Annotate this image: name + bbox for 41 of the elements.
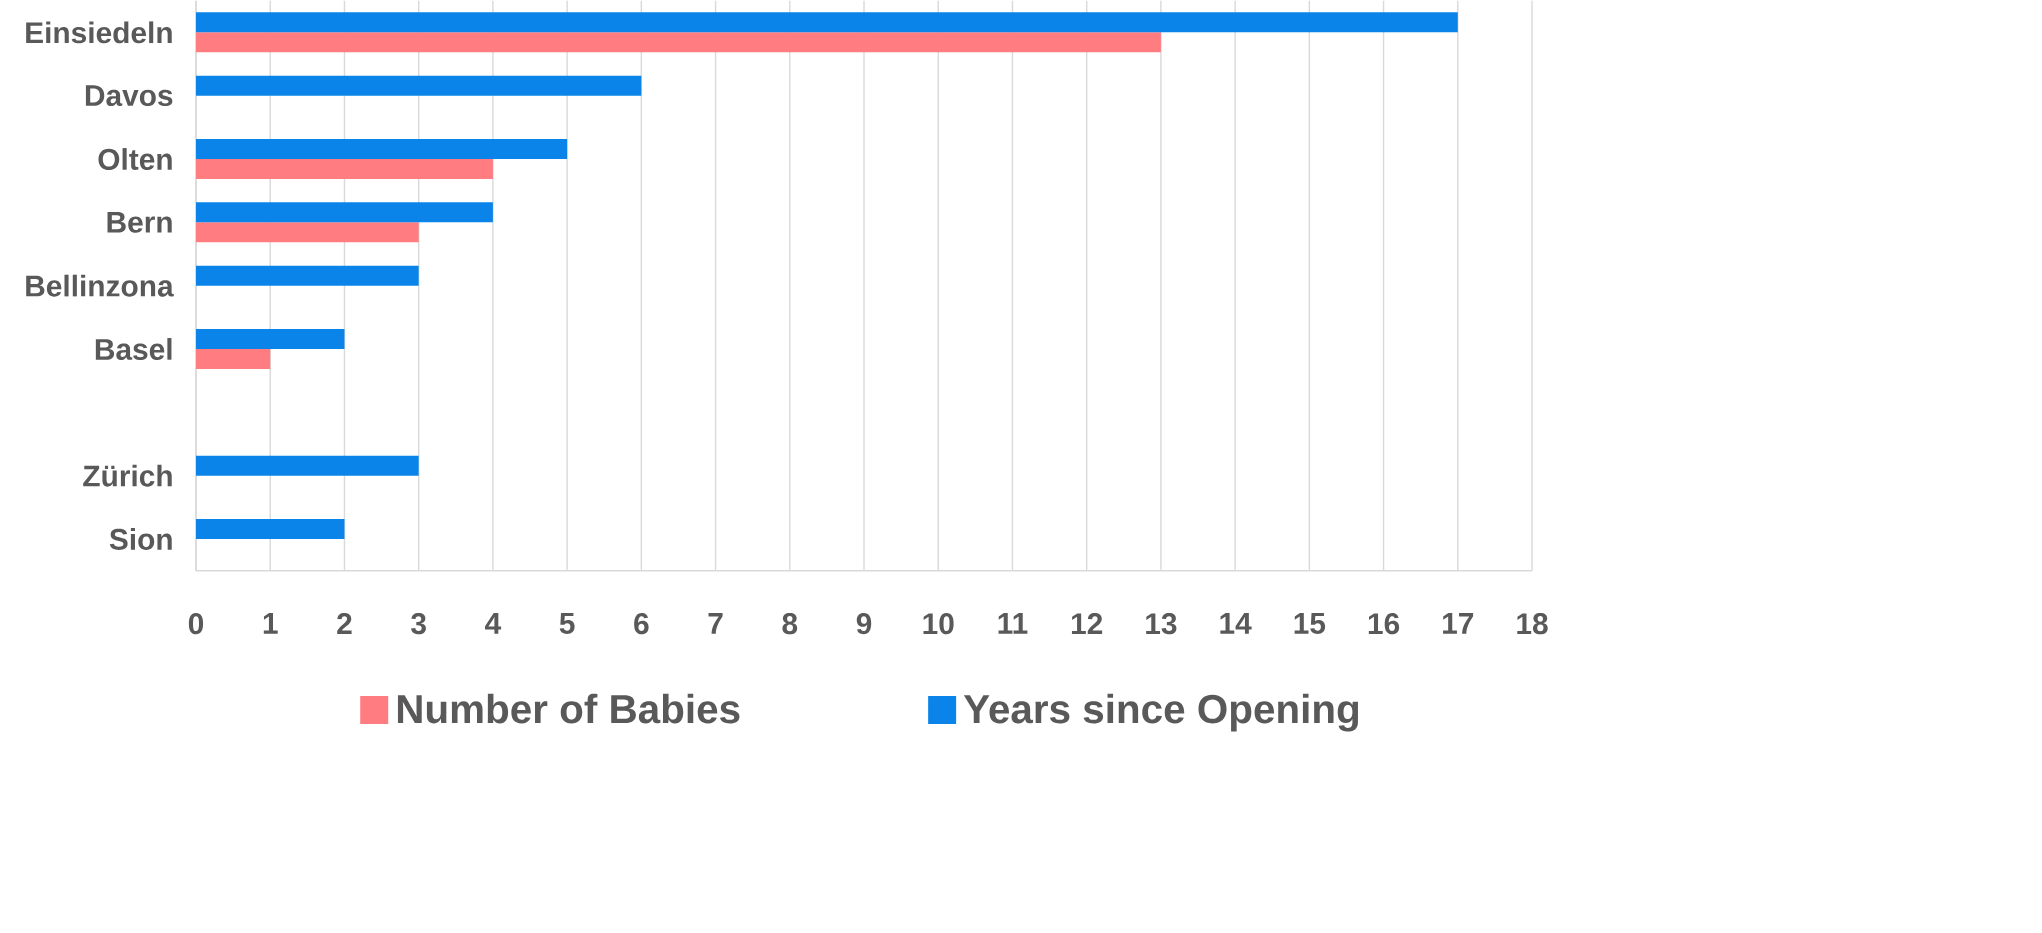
y-tick-label: Zürich xyxy=(83,464,172,487)
x-tick-label: 18 xyxy=(1517,613,1548,635)
x-tick-label: 7 xyxy=(708,613,723,634)
bar xyxy=(196,349,271,370)
y-tick-label: Bellinzona xyxy=(26,274,174,297)
x-tick-label: 14 xyxy=(1220,613,1252,634)
x-tick-label: 8 xyxy=(782,613,798,635)
x-tick-label: 2 xyxy=(337,613,352,635)
x-tick-label: 4 xyxy=(485,613,502,634)
y-tick-label: Einsiedeln xyxy=(26,21,172,44)
x-tick-label: 9 xyxy=(856,613,872,635)
bar xyxy=(196,139,568,160)
x-tick-label: 12 xyxy=(1071,613,1103,635)
x-tick-label: 11 xyxy=(998,613,1028,634)
x-tick-label: 13 xyxy=(1146,613,1177,635)
bar xyxy=(196,202,493,223)
x-tick-label: 15 xyxy=(1294,613,1326,635)
x-tick-label: 10 xyxy=(923,613,954,635)
bar xyxy=(196,329,345,350)
legend-label: Number of Babies xyxy=(397,693,740,724)
bar xyxy=(196,159,493,180)
x-tick-label: 6 xyxy=(634,613,649,635)
x-tick-label: 3 xyxy=(411,613,426,635)
x-tick-label: 5 xyxy=(559,613,575,635)
y-tick-label: Davos xyxy=(85,85,173,107)
y-tick-label: Olten xyxy=(98,148,172,171)
bar xyxy=(196,32,1161,53)
x-tick-label: 1 xyxy=(263,613,278,634)
y-tick-label: Basel xyxy=(95,338,172,361)
bar xyxy=(196,519,345,540)
y-tick-label: Sion xyxy=(109,528,172,551)
x-tick-label: 16 xyxy=(1368,613,1400,635)
bar xyxy=(196,12,1458,33)
bar xyxy=(196,222,419,243)
bar xyxy=(196,75,642,96)
legend-label: Years since Opening xyxy=(963,693,1359,732)
bar xyxy=(196,455,419,476)
x-tick-label: 0 xyxy=(188,613,204,635)
y-tick-label: Bern xyxy=(107,212,172,233)
bar xyxy=(196,265,419,286)
x-tick-label: 17 xyxy=(1443,613,1474,634)
